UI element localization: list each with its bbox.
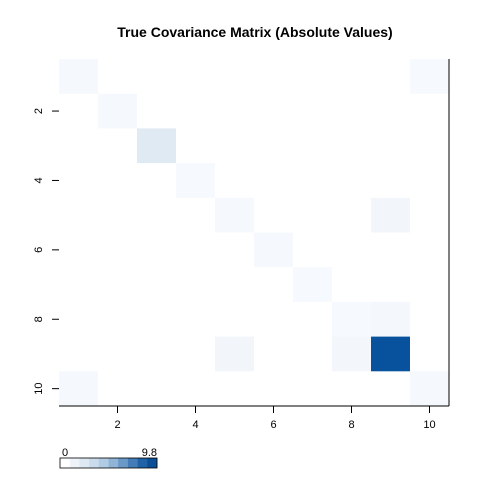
heatmap-cell-r3-c3 <box>137 128 176 164</box>
heatmap-cell-r2-c2 <box>98 93 137 129</box>
heatmap-cells <box>59 59 449 406</box>
x-tick-label-2: 2 <box>114 419 120 431</box>
y-tick-label-4: 4 <box>33 177 45 183</box>
heatmap-cell-r5-c9 <box>371 197 410 233</box>
colorbar-swatch-0 <box>60 458 70 468</box>
heatmap-cell-r10-c1 <box>59 371 98 406</box>
colorbar-swatch-8 <box>137 458 148 468</box>
heatmap-cell-r9-c9 <box>371 336 410 372</box>
colorbar-swatch-3 <box>89 458 100 468</box>
colorbar-legend: 0 9.8 <box>59 447 158 469</box>
y-tick-label-6: 6 <box>33 247 45 253</box>
colorbar-swatch-5 <box>108 458 119 468</box>
heatmap-cell-r6-c6 <box>254 232 293 268</box>
heatmap-cell-r10-c10 <box>410 371 449 406</box>
heatmap-cell-r8-c9 <box>371 301 410 337</box>
x-tick-label-8: 8 <box>348 419 354 431</box>
chart-title: True Covariance Matrix (Absolute Values) <box>117 24 392 40</box>
heatmap-cell-r8-c8 <box>332 301 371 337</box>
heatmap-cell-r4-c4 <box>176 163 215 198</box>
colorbar-swatch-9 <box>147 458 158 468</box>
colorbar-max-label: 9.8 <box>142 447 157 459</box>
colorbar-swatch-1 <box>69 458 80 468</box>
x-tick-label-4: 4 <box>192 419 198 431</box>
heatmap-cell-r9-c5 <box>215 336 254 372</box>
heatmap-cell-r1-c1 <box>59 59 98 94</box>
colorbar-swatch-2 <box>79 458 90 468</box>
x-tick-label-6: 6 <box>270 419 276 431</box>
colorbar-swatch-7 <box>127 458 138 468</box>
y-tick-label-10: 10 <box>33 383 45 395</box>
colorbar-border <box>59 457 158 469</box>
heatmap-cell-r5-c5 <box>215 197 254 233</box>
heatmap-cell-r1-c10 <box>410 59 449 94</box>
x-tick-label-10: 10 <box>423 419 435 431</box>
colorbar-min-label: 0 <box>62 447 68 459</box>
y-tick-label-2: 2 <box>33 108 45 114</box>
colorbar-swatch-4 <box>98 458 109 468</box>
heatmap-axes: 2 4 6 8 10 2 4 6 8 10 <box>33 59 450 431</box>
colorbar-swatch-6 <box>118 458 129 468</box>
heatmap-cell-r9-c8 <box>332 336 371 372</box>
heatmap-cell-r7-c7 <box>293 267 332 302</box>
y-tick-label-8: 8 <box>33 316 45 322</box>
